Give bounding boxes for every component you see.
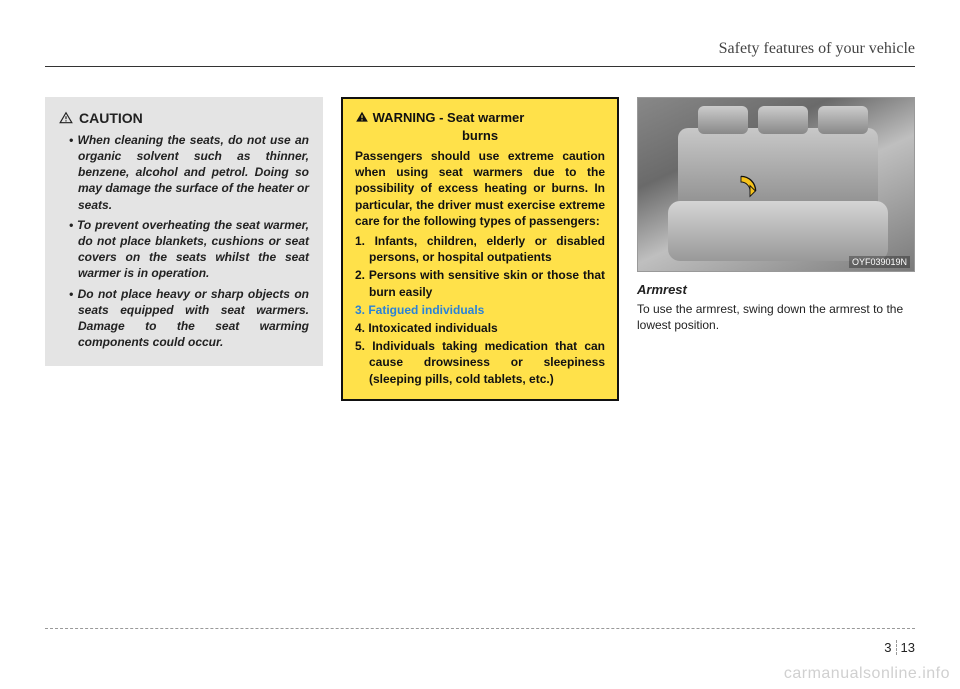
headrest-shape — [818, 106, 868, 134]
manual-page: Safety features of your vehicle CAUTION … — [0, 0, 960, 689]
warning-title: WARNING - Seat warmer burns — [355, 109, 605, 144]
warning-intro: Passengers should use extreme caution wh… — [355, 148, 605, 229]
armrest-text: To use the armrest, swing down the armre… — [637, 301, 915, 333]
header-title: Safety features of your vehicle — [719, 40, 915, 57]
page-header: Safety features of your vehicle — [45, 40, 915, 67]
headrest-shape — [698, 106, 748, 134]
warning-box: WARNING - Seat warmer burns Passengers s… — [341, 97, 619, 401]
warning-title-sub1: - Seat warmer — [439, 110, 524, 125]
warning-icon — [355, 110, 369, 124]
col-armrest: OYF039019N Armrest To use the armrest, s… — [637, 97, 915, 401]
caution-icon — [59, 111, 73, 125]
col-warning: WARNING - Seat warmer burns Passengers s… — [341, 97, 619, 401]
chapter-number: 3 — [884, 640, 891, 655]
content-columns: CAUTION When cleaning the seats, do not … — [45, 97, 915, 401]
page-number-value: 13 — [901, 640, 915, 655]
footer-divider — [45, 628, 915, 629]
warning-item: 1. Infants, children, elderly or disable… — [369, 233, 605, 265]
image-code: OYF039019N — [849, 256, 910, 268]
warning-item: 4. Intoxicated individuals — [369, 320, 605, 336]
warning-list: 1. Infants, children, elderly or disable… — [355, 233, 605, 387]
caution-item: Do not place heavy or sharp objects on s… — [69, 286, 309, 351]
caution-title-row: CAUTION — [59, 109, 309, 128]
caution-item: To prevent overheating the seat warmer, … — [69, 217, 309, 282]
page-number: 3 13 — [884, 640, 915, 655]
caution-list: When cleaning the seats, do not use an o… — [59, 132, 309, 350]
caution-item: When cleaning the seats, do not use an o… — [69, 132, 309, 213]
watermark: carmanualsonline.info — [784, 665, 950, 683]
caution-box: CAUTION When cleaning the seats, do not … — [45, 97, 323, 366]
seat-image: OYF039019N — [637, 97, 915, 272]
armrest-arrow-icon — [723, 173, 759, 209]
warning-item: 5. Individuals taking medication that ca… — [369, 338, 605, 387]
warning-item: 3. Fatigued individuals — [369, 302, 605, 318]
caution-title: CAUTION — [79, 109, 143, 128]
col-caution: CAUTION When cleaning the seats, do not … — [45, 97, 323, 401]
warning-title-main: WARNING — [373, 110, 439, 125]
warning-item: 2. Persons with sensitive skin or those … — [369, 267, 605, 299]
warning-item-link[interactable]: 3. Fatigued individuals — [355, 303, 484, 317]
seat-cushion-shape — [668, 201, 888, 261]
headrest-shape — [758, 106, 808, 134]
armrest-heading: Armrest — [637, 282, 915, 297]
warning-title-sub2: burns — [355, 127, 605, 145]
